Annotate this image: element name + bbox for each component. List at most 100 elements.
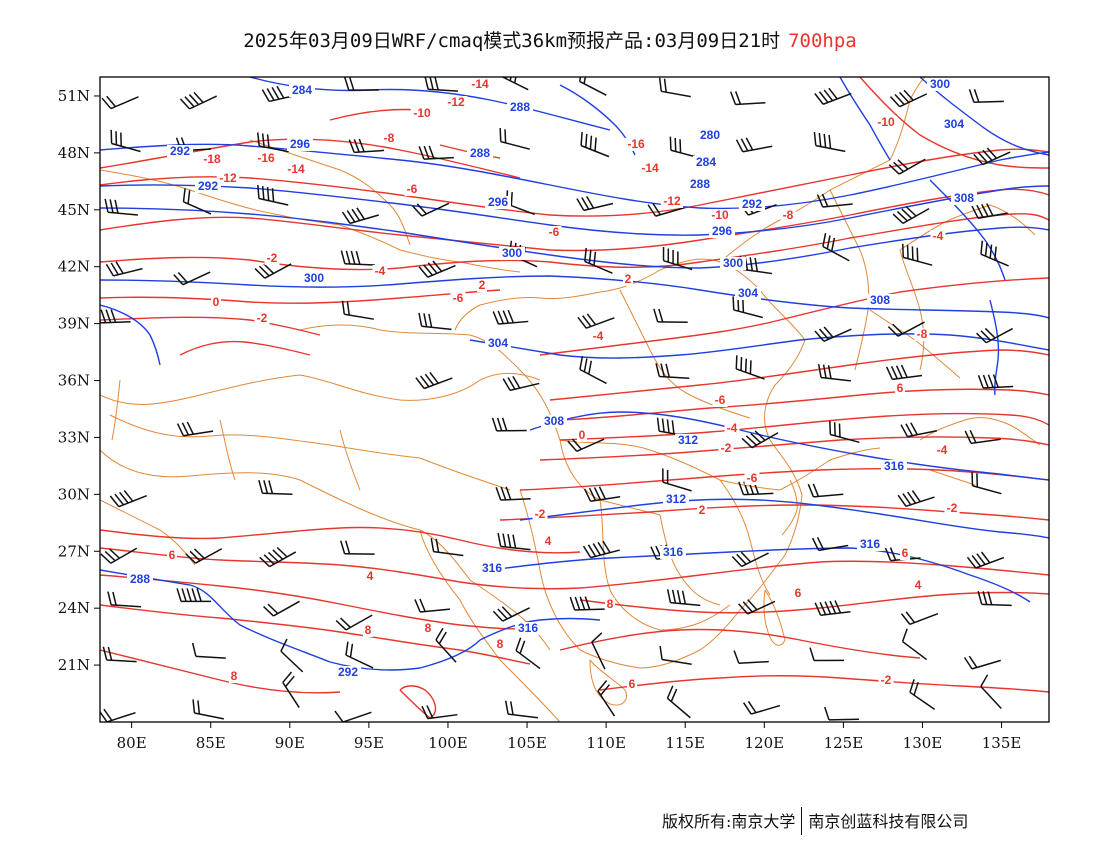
wind-barb-feather: [813, 131, 817, 146]
wind-barb-feather: [497, 310, 505, 324]
temperature-label: 6: [902, 546, 909, 560]
wind-barb-feather: [340, 250, 346, 264]
wind-barb-feather: [740, 356, 743, 371]
footer-credit: 版权所有:南京大学 南京创蓝科技有限公司: [662, 806, 968, 837]
lat-tick-label: 36N: [58, 372, 90, 390]
wind-barb-feather: [345, 641, 349, 656]
wind-barb-shaft: [591, 641, 606, 670]
lon-tick-label: 85E: [196, 734, 226, 752]
chart-title: 2025年03月09日WRF/cmaq模式36km预报产品:03月09日21时 7…: [0, 26, 1100, 53]
temperature-label-bg: [365, 570, 375, 583]
wind-barb-feather: [819, 601, 827, 616]
temperature-label-bg: [878, 674, 894, 687]
wind-barb-feather: [969, 429, 977, 443]
temperature-label: 4: [915, 578, 922, 592]
wind-barb-feather: [492, 610, 504, 622]
geopotential-label: 292: [170, 144, 190, 158]
wind-barb-feather: [346, 301, 350, 316]
wind-barb-feather: [741, 437, 753, 449]
wind-barb-feather: [188, 94, 200, 106]
wind-barb-feather: [426, 705, 434, 719]
wind-barb-feather: [567, 440, 578, 452]
wind-barb-feather: [497, 532, 502, 547]
wind-barb-feather: [818, 91, 829, 103]
wind-barb-feather: [887, 326, 899, 337]
wind-barb-feather: [666, 685, 674, 699]
wind-barb-feather: [602, 540, 611, 553]
temperature-label: 0: [213, 295, 220, 309]
wind-barb-feather: [681, 590, 687, 605]
map-background: [100, 77, 1049, 722]
wind-barb-shaft: [902, 640, 928, 661]
wind-barb-feather: [261, 89, 270, 102]
wind-barb-feather: [507, 533, 512, 548]
wind-barb-shaft: [822, 245, 850, 262]
wind-barb-shaft: [280, 650, 304, 673]
wind-barb-feather: [193, 91, 204, 103]
geopotential-label-bg: [697, 129, 723, 142]
wind-barb-feather: [647, 204, 657, 217]
temperature-label: -2: [535, 507, 546, 521]
wind-barb-feather: [658, 308, 664, 323]
wind-barb-feather: [812, 483, 820, 497]
wind-barb-feather: [829, 600, 837, 614]
wind-barb-feather: [581, 197, 590, 210]
temperature-label-bg: [724, 422, 740, 435]
geopotential-label: 288: [470, 146, 490, 160]
wind-barb-feather: [197, 700, 201, 715]
wind-barb-feather: [355, 251, 361, 265]
wind-barb-feather: [423, 145, 430, 160]
temperature-label: -4: [937, 443, 948, 457]
wind-barb-feather: [412, 205, 423, 217]
wind-barb-feather: [583, 488, 592, 502]
wind-barb-feather: [817, 363, 822, 378]
wind-barb-feather: [597, 680, 608, 692]
wind-barb-feather: [588, 249, 592, 264]
wind-barb-feather: [515, 637, 522, 651]
wind-barb-feather: [104, 198, 109, 213]
wind-barb-feather: [992, 374, 999, 388]
wind-barb-feather: [110, 309, 117, 323]
wind-barb-feather: [104, 550, 116, 562]
wind-barb-feather: [593, 487, 602, 501]
geopotential-label: 312: [678, 433, 698, 447]
lon-tick-label: 135E: [982, 734, 1022, 752]
wind-barb-feather: [659, 645, 663, 660]
geopotential-label-bg: [881, 460, 907, 473]
wind-barb-feather: [189, 550, 201, 562]
lat-tick-label: 39N: [58, 315, 90, 333]
geopotential-label-bg: [499, 247, 525, 260]
wind-barb-feather: [107, 591, 112, 605]
lat-tick-label: 30N: [58, 485, 90, 503]
temperature-label-bg: [450, 292, 466, 305]
temperature-label-bg: [577, 429, 587, 442]
geopotential-label: 304: [944, 117, 964, 131]
geopotential-label: 300: [502, 246, 522, 260]
wind-barb-feather: [905, 423, 914, 437]
temperature-label: -12: [447, 95, 465, 109]
wind-barb-feather: [358, 138, 365, 152]
wind-barb-feather: [663, 78, 667, 93]
wind-barb-feather: [650, 546, 658, 560]
wind-barb-feather: [582, 315, 592, 327]
temperature-label-bg: [410, 107, 434, 120]
wind-barb-feather: [973, 89, 980, 103]
wind-barb-feather: [438, 631, 447, 645]
wind-barb-feather: [340, 540, 346, 554]
geopotential-label-bg: [287, 138, 313, 151]
temperature-label: -8: [384, 131, 395, 145]
geopotential-label: 308: [954, 191, 974, 205]
wind-barb-feather: [733, 650, 740, 664]
wind-barb-feather: [424, 373, 435, 386]
temperature-label: 4: [545, 534, 552, 548]
lon-tick-label: 110E: [586, 734, 626, 752]
wind-barb-feather: [574, 596, 581, 611]
wind-barb-feather: [896, 211, 908, 222]
temperature-label-bg: [638, 162, 662, 175]
wind-barb-feather: [902, 493, 912, 506]
temperature-label: -6: [407, 182, 418, 196]
wind-barb-feather: [826, 235, 831, 250]
wind-barb-shaft: [344, 313, 375, 320]
wind-barb-feather: [261, 185, 265, 200]
wind-barb-feather: [977, 591, 983, 605]
